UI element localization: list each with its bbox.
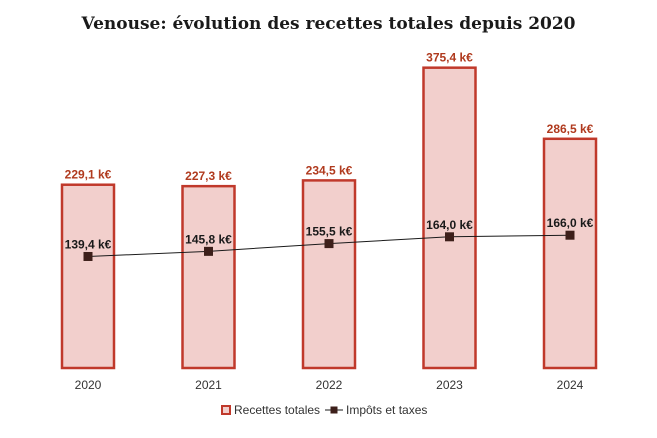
x-tick-label: 2024 [557, 378, 584, 392]
bar-value-label: 227,3 k€ [185, 169, 232, 183]
x-tick-label: 2021 [195, 378, 222, 392]
bar-value-label: 375,4 k€ [426, 51, 473, 65]
bar-2023 [422, 66, 477, 370]
line-value-label: 166,0 k€ [547, 216, 594, 230]
chart-title: Venouse: évolution des recettes totales … [81, 14, 576, 34]
x-tick-label: 2022 [316, 378, 343, 392]
line-value-label: 155,5 k€ [306, 225, 353, 239]
bar-2024 [542, 137, 598, 370]
legend-label-impots[interactable]: Impôts et taxes [346, 403, 427, 417]
legend-label-recettes[interactable]: Recettes totales [234, 403, 320, 417]
legend[interactable]: Recettes totales Impôts et taxes [221, 403, 427, 417]
x-axis-ticks: 2020 2021 2022 2023 2024 [75, 378, 584, 392]
line-point-2023 [445, 232, 454, 242]
line-layer: 139,4 k€ 145,8 k€ 155,5 k€ 164,0 k€ 166,0 k€ [65, 216, 594, 261]
line-point-2022 [324, 239, 334, 249]
line-value-label: 164,0 k€ [426, 218, 473, 232]
line-value-label: 139,4 k€ [65, 237, 112, 251]
bar-value-label: 234,5 k€ [306, 163, 353, 177]
line-point-2024 [565, 230, 575, 240]
bar-value-label: 286,5 k€ [547, 122, 594, 136]
bar-value-label: 229,1 k€ [65, 168, 112, 182]
line-point-2020 [83, 251, 93, 261]
bar-2021 [181, 184, 236, 370]
legend-swatch-marker [330, 406, 338, 414]
legend-swatch-bar [221, 405, 231, 415]
line-point-2021 [204, 246, 213, 256]
bars-layer: 229,1 k€ 227,3 k€ 234,5 k€ 375,4 k€ 286,5 k€ [60, 51, 598, 370]
bar-2020 [60, 183, 116, 370]
line-value-label: 145,8 k€ [185, 232, 232, 246]
bar-2022 [301, 179, 357, 370]
x-tick-label: 2020 [75, 378, 102, 392]
x-tick-label: 2023 [436, 378, 463, 392]
